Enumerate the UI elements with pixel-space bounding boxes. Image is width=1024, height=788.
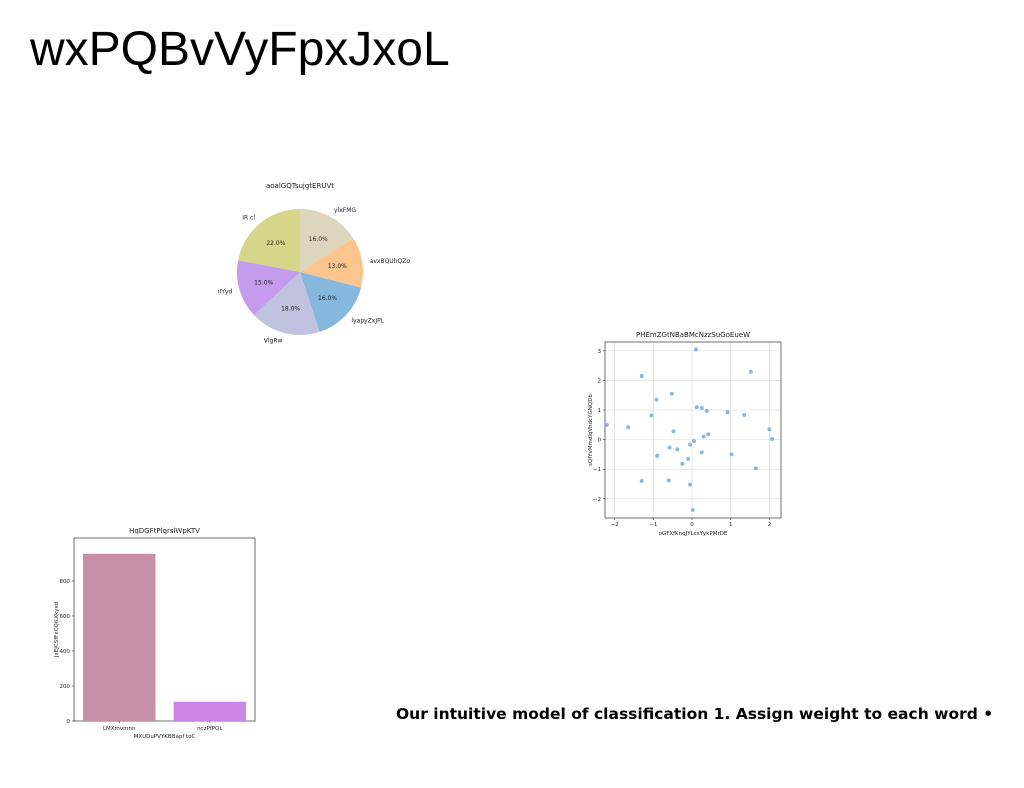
scatter-xtick-label: −1 bbox=[649, 522, 657, 528]
scatter-chart: PHEmZGtNBaBMcNzzSuGoEueW −2 −1 0 1 2 −2 −1 0 1 2 3 o… bbox=[583, 326, 788, 546]
pie-percent-label: 16.0% bbox=[309, 236, 328, 243]
pie-percent-label: 15.0% bbox=[254, 280, 273, 287]
scatter-point bbox=[753, 466, 758, 471]
scatter-point bbox=[694, 405, 699, 410]
scatter-xtick-label: 1 bbox=[729, 522, 733, 528]
scatter-point bbox=[671, 429, 676, 434]
pie-title: aoalGQTsujgtERUVt bbox=[266, 182, 334, 190]
scatter-point bbox=[748, 369, 753, 374]
scatter-point bbox=[639, 479, 644, 484]
scatter-point bbox=[666, 478, 671, 483]
scatter-point bbox=[691, 439, 696, 444]
pie-percent-label: 22.0% bbox=[266, 240, 285, 247]
pie-slice bbox=[300, 209, 354, 272]
pie-label: IR cl bbox=[242, 215, 255, 222]
bar-ytick-label: 600 bbox=[60, 614, 71, 620]
pie-chart-svg: aoalGQTsujgtERUVt ylxFMG 16.0% avxBQUhQZo 13… bbox=[218, 182, 411, 344]
pie-slice bbox=[237, 260, 300, 316]
scatter-point bbox=[669, 391, 674, 396]
scatter-ytick-label: 2 bbox=[598, 378, 602, 384]
scatter-xtick-label: 2 bbox=[768, 522, 772, 528]
bar-xtick-label: LMXmvmnn bbox=[103, 726, 136, 732]
pie-percent-label: 13.0% bbox=[328, 263, 347, 270]
bar-chart-svg: HqDGFtPlqrslWpKTV 0 200 400 600 800 LMXmvmnn nc… bbox=[54, 527, 256, 740]
scatter-point bbox=[649, 413, 654, 418]
scatter-point bbox=[655, 453, 660, 458]
pie-label: bIYyd bbox=[218, 289, 232, 296]
scatter-point bbox=[699, 405, 704, 410]
pie-chart: aoalGQTsujgtERUVt ylxFMG 16.0% avxBQUhQZo 13… bbox=[218, 176, 418, 356]
pie-label: lyapyZxJPL bbox=[351, 317, 384, 324]
scatter-point bbox=[706, 432, 711, 437]
scatter-xlabel: oGFXfKnqJYLcsYykPMrDE bbox=[659, 531, 728, 537]
scatter-point bbox=[704, 408, 709, 413]
pie-percent-label: 18.0% bbox=[281, 306, 300, 313]
pie-label: avxBQUhQZo bbox=[370, 258, 411, 265]
bar-ytick-label: 0 bbox=[67, 719, 71, 725]
scatter-frame bbox=[604, 341, 782, 519]
pie-slice bbox=[300, 238, 363, 288]
scatter-point bbox=[639, 374, 644, 379]
scatter-ytick-label: 3 bbox=[598, 349, 602, 355]
bar-chart: HqDGFtPlqrslWpKTV 0 200 400 600 800 LMXmvmnn nc… bbox=[48, 522, 264, 750]
scatter-title: PHEmZGtNBaBMcNzzSuGoEueW bbox=[636, 331, 750, 339]
scatter-point bbox=[680, 461, 685, 466]
pie-slice bbox=[300, 272, 362, 332]
pie-slice bbox=[254, 272, 320, 335]
slide-caption: Our intuitive model of classification 1.… bbox=[396, 705, 994, 723]
bar-ylabel: JxEJCSfFxCQiLXkyxd bbox=[54, 602, 60, 658]
bar-ytick-label: 200 bbox=[60, 684, 71, 690]
scatter-point bbox=[742, 413, 747, 418]
pie-label: ylxFMG bbox=[334, 207, 356, 214]
scatter-point bbox=[667, 445, 672, 450]
bar-frame bbox=[73, 537, 256, 722]
bar-ytick-label: 800 bbox=[60, 579, 71, 585]
scatter-chart-svg: PHEmZGtNBaBMcNzzSuGoEueW −2 −1 0 1 2 −2 −1 0 1 2 3 o… bbox=[588, 331, 782, 537]
scatter-point bbox=[729, 452, 734, 457]
bar-xlabel: MXUDuPVYKBBapf toC bbox=[134, 734, 196, 740]
pie-percent-label: 16.0% bbox=[318, 295, 337, 302]
scatter-point bbox=[626, 425, 631, 430]
scatter-ytick-label: 1 bbox=[598, 408, 602, 414]
scatter-ytick-label: −1 bbox=[593, 467, 601, 473]
pie-slice bbox=[238, 209, 300, 272]
scatter-point bbox=[654, 397, 659, 402]
scatter-point bbox=[604, 422, 609, 427]
bar bbox=[83, 553, 156, 721]
scatter-point bbox=[699, 450, 704, 455]
bar-ytick-label: 400 bbox=[60, 649, 71, 655]
bar-title: HqDGFtPlqrslWpKTV bbox=[129, 527, 200, 535]
scatter-point bbox=[693, 347, 698, 352]
pie-label: VlgRw bbox=[264, 337, 283, 344]
scatter-point bbox=[770, 437, 775, 442]
slide-title: wxPQBvVyFpxJxoL bbox=[30, 23, 450, 76]
scatter-point bbox=[686, 456, 691, 461]
scatter-point bbox=[701, 434, 706, 439]
scatter-xtick-label: 0 bbox=[690, 522, 694, 528]
scatter-point bbox=[767, 427, 772, 432]
bar bbox=[173, 701, 246, 721]
scatter-ytick-label: 0 bbox=[598, 438, 602, 444]
scatter-point bbox=[688, 482, 693, 487]
scatter-point bbox=[725, 410, 730, 415]
scatter-point bbox=[690, 508, 695, 513]
scatter-point bbox=[675, 447, 680, 452]
bar-xtick-label: nczPfPQL bbox=[197, 726, 223, 732]
scatter-ytick-label: −2 bbox=[593, 497, 601, 503]
scatter-point bbox=[688, 442, 693, 447]
scatter-xtick-label: −2 bbox=[611, 522, 619, 528]
scatter-ylabel: sQfYvMmdlqVhdcYGNQDb bbox=[588, 394, 594, 466]
